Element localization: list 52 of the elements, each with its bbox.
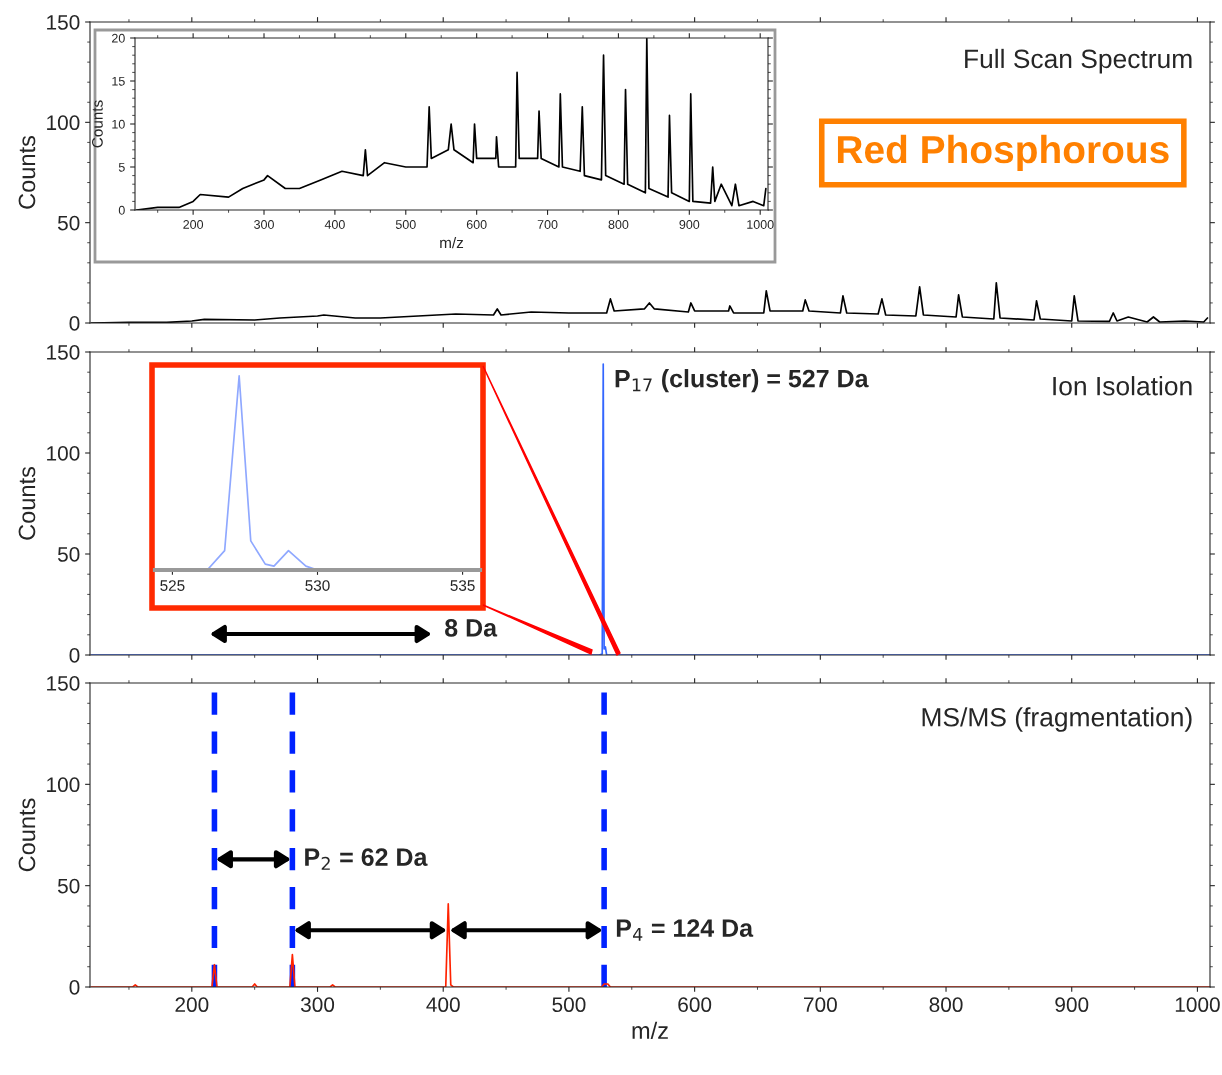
y-tick-label: 150	[47, 676, 80, 691]
x-tick-label: 525	[160, 580, 185, 591]
y-tick-label: 0	[118, 205, 125, 215]
y-axis-title: Counts	[91, 100, 103, 148]
y-tick-label: 100	[47, 777, 80, 793]
x-axis-title: m/z	[440, 236, 464, 249]
y-tick-label: 15	[112, 76, 125, 86]
y-tick-label: 100	[47, 115, 80, 131]
x-tick-label: 900	[1055, 997, 1089, 1013]
y-axis-title: Counts	[18, 135, 36, 209]
annotation: 8 Da	[445, 619, 498, 637]
y-tick-label: 10	[112, 119, 125, 129]
annotation: Ion Isolation	[1053, 376, 1192, 396]
x-tick-label: 1000	[747, 220, 774, 229]
annotation: MS/MS (fragmentation)	[922, 707, 1192, 732]
y-axis-title: Counts	[18, 466, 36, 540]
x-tick-label: 1000	[1175, 997, 1220, 1013]
x-tick-label: 800	[608, 220, 629, 229]
x-tick-label: 300	[254, 220, 274, 229]
x-tick-label: 600	[466, 220, 487, 229]
y-tick-label: 150	[47, 15, 80, 30]
x-axis-title: m/z	[632, 1021, 668, 1040]
y-tick-label: 50	[57, 215, 80, 231]
y-tick-label: 0	[69, 316, 80, 331]
annotation: Full Scan Spectrum	[965, 48, 1192, 74]
x-tick-label: 700	[804, 997, 837, 1013]
y-tick-label: 5	[118, 162, 125, 172]
y-tick-label: 0	[69, 980, 80, 995]
annotation: Red Phosphorous	[837, 134, 1169, 172]
x-tick-label: 500	[395, 220, 416, 229]
y-tick-label: 50	[57, 547, 80, 562]
x-tick-label: 200	[183, 220, 204, 229]
x-tick-label: 200	[175, 997, 209, 1013]
x-tick-label: 530	[305, 580, 330, 591]
x-tick-label: 500	[552, 997, 586, 1013]
y-tick-label: 0	[69, 648, 80, 663]
x-tick-label: 700	[537, 220, 558, 229]
x-tick-label: 535	[450, 580, 475, 591]
x-tick-label: 300	[300, 997, 335, 1013]
y-tick-label: 20	[112, 33, 125, 43]
x-tick-label: 600	[678, 997, 712, 1013]
x-tick-label: 400	[426, 997, 460, 1013]
y-tick-label: 100	[47, 446, 80, 461]
y-tick-label: 50	[57, 878, 80, 894]
annotation: P$_{2}$ = 62 Da	[305, 848, 428, 870]
annotation: P$_{17}$ (cluster) = 527 Da	[615, 369, 869, 393]
annotation: P$_{4}$ = 124 Da	[616, 919, 754, 941]
x-tick-label: 900	[679, 220, 700, 229]
y-tick-label: 150	[47, 345, 80, 360]
x-tick-label: 400	[324, 220, 345, 229]
y-axis-title: Counts	[18, 798, 36, 872]
x-tick-label: 800	[929, 997, 963, 1013]
